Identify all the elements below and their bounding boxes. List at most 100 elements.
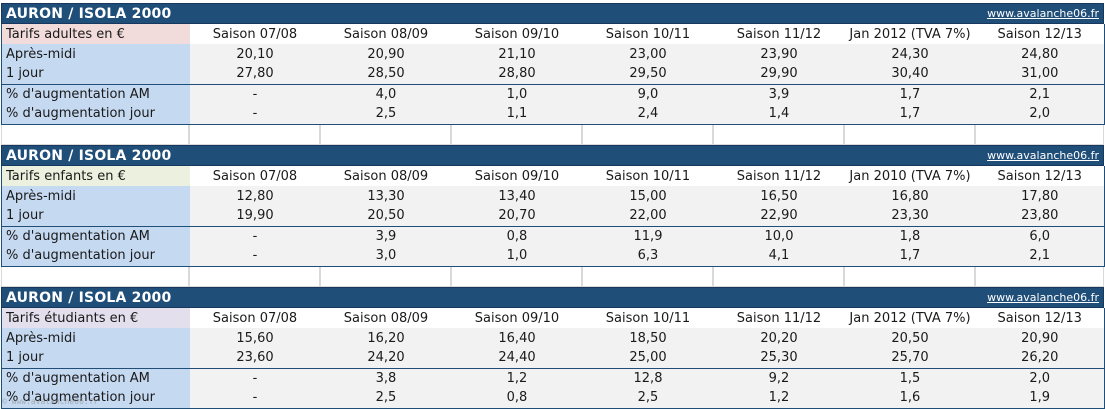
- row-label: % d'augmentation AM: [1, 367, 190, 388]
- price-cell: 1,9: [975, 388, 1105, 408]
- empty-cell: [451, 267, 582, 287]
- price-cell: 0,8: [451, 225, 583, 246]
- column-header: Saison 12/13: [975, 166, 1105, 186]
- price-cell: 12,8: [582, 367, 714, 388]
- header-row: Tarifs étudiants en € Saison 07/08 Saison …: [1, 308, 1105, 328]
- table-row: 1 jour 19,90 20,50 20,70 22,00 22,90 23,30 23,8…: [1, 206, 1105, 226]
- price-cell: 26,20: [975, 348, 1105, 368]
- price-cell: 9,0: [582, 83, 714, 104]
- row-label: Après-midi: [1, 44, 190, 64]
- column-header: Saison 12/13: [975, 24, 1105, 44]
- price-cell: -: [189, 388, 321, 408]
- price-cell: 24,30: [844, 44, 976, 64]
- price-table: Tarifs étudiants en € Saison 07/08 Saison …: [1, 308, 1105, 409]
- price-cell: 1,0: [451, 83, 583, 104]
- price-cell: 30,40: [844, 64, 976, 84]
- price-cell: 19,90: [189, 206, 321, 226]
- column-header: Jan 2012 (TVA 7%): [844, 24, 976, 44]
- price-cell: 6,3: [582, 246, 714, 266]
- row-label: Après-midi: [1, 186, 190, 206]
- price-cell: 1,5: [844, 367, 976, 388]
- row-label: % d'augmentation AM: [1, 83, 190, 104]
- column-header: Jan 2010 (TVA 7%): [844, 166, 976, 186]
- tariff-table-0: AURON / ISOLA 2000 www.avalanche06.fr Tari…: [1, 3, 1105, 125]
- price-cell: 2,1: [975, 83, 1105, 104]
- price-cell: 12,80: [189, 186, 321, 206]
- price-cell: 2,5: [582, 388, 714, 408]
- price-cell: 24,20: [320, 348, 452, 368]
- table-row: % d'augmentation jour -3,0 1,0 6,3 4,1 1,7 2,1: [1, 246, 1105, 266]
- price-cell: 20,50: [320, 206, 452, 226]
- price-cell: 1,7: [844, 104, 976, 124]
- price-cell: 2,0: [975, 367, 1105, 388]
- tariff-table-1: AURON / ISOLA 2000 www.avalanche06.fr Tari…: [1, 145, 1105, 267]
- price-cell: 29,90: [713, 64, 845, 84]
- price-cell: 23,90: [713, 44, 845, 64]
- column-header: Saison 11/12: [713, 166, 845, 186]
- price-cell: 6,0: [975, 225, 1105, 246]
- price-cell: 1,4: [713, 104, 845, 124]
- price-cell: 25,00: [582, 348, 714, 368]
- site-link[interactable]: www.avalanche06.fr: [987, 149, 1099, 162]
- price-table: Tarifs adultes en € Saison 07/08 Saison 08…: [1, 24, 1105, 125]
- price-cell: 1,0: [451, 246, 583, 266]
- price-cell: 10,0: [713, 225, 845, 246]
- price-cell: 11,9: [582, 225, 714, 246]
- column-header: Saison 10/11: [582, 308, 714, 328]
- column-header: Saison 07/08: [189, 166, 321, 186]
- price-cell: -: [189, 225, 321, 246]
- site-link[interactable]: www.avalanche06.fr: [987, 7, 1099, 20]
- spacer-row: [1, 267, 1104, 287]
- price-cell: 3,9: [320, 225, 452, 246]
- table-row: % d'augmentation jour -2,5 0,8 2,5 1,2 1,6 1,9: [1, 388, 1105, 408]
- empty-cell: [320, 125, 451, 145]
- table-title: AURON / ISOLA 2000: [6, 5, 172, 22]
- price-cell: 20,70: [451, 206, 583, 226]
- price-cell: -: [189, 83, 321, 104]
- price-cell: 20,10: [189, 44, 321, 64]
- tariff-table-2: AURON / ISOLA 2000 www.avalanche06.fr Tari…: [1, 287, 1105, 409]
- empty-cell: [1, 267, 189, 287]
- price-cell: 15,00: [582, 186, 714, 206]
- row-label: 1 jour: [1, 206, 190, 226]
- header-label: Tarifs enfants en €: [1, 166, 190, 186]
- column-header: Saison 12/13: [975, 308, 1105, 328]
- price-cell: 20,90: [320, 44, 452, 64]
- table-row: Après-midi 12,80 13,30 13,40 15,00 16,50 16,80…: [1, 186, 1105, 206]
- column-header: Saison 08/09: [320, 308, 452, 328]
- price-cell: -: [189, 246, 321, 266]
- price-cell: 13,40: [451, 186, 583, 206]
- empty-cell: [975, 125, 1104, 145]
- price-cell: -: [189, 367, 321, 388]
- price-cell: 9,2: [713, 367, 845, 388]
- table-row: % d'augmentation AM -3,8 1,2 12,8 9,2 1,5 2,0: [1, 367, 1105, 388]
- price-cell: 2,0: [975, 104, 1105, 124]
- header-label: Tarifs adultes en €: [1, 24, 190, 44]
- price-cell: 16,20: [320, 328, 452, 348]
- watermark: © www.avalanche06.fr: [2, 397, 99, 406]
- empty-cell: [189, 267, 320, 287]
- empty-cell: [1, 125, 189, 145]
- price-cell: 15,60: [189, 328, 321, 348]
- price-cell: 22,00: [582, 206, 714, 226]
- price-cell: 1,6: [844, 388, 976, 408]
- empty-cell: [320, 267, 451, 287]
- price-cell: -: [189, 104, 321, 124]
- row-label: 1 jour: [1, 64, 190, 84]
- header-row: Tarifs adultes en € Saison 07/08 Saison 08…: [1, 24, 1105, 44]
- row-label: % d'augmentation AM: [1, 225, 190, 246]
- price-table: Tarifs enfants en € Saison 07/08 Saison 08…: [1, 166, 1105, 267]
- column-header: Saison 09/10: [451, 308, 583, 328]
- price-cell: 25,70: [844, 348, 976, 368]
- column-header: Saison 07/08: [189, 308, 321, 328]
- site-link[interactable]: www.avalanche06.fr: [987, 291, 1099, 304]
- price-cell: 20,90: [975, 328, 1105, 348]
- column-header: Saison 10/11: [582, 166, 714, 186]
- table-title-bar: AURON / ISOLA 2000 www.avalanche06.fr: [1, 145, 1104, 166]
- column-header: Saison 09/10: [451, 24, 583, 44]
- row-label: 1 jour: [1, 348, 190, 368]
- table-row: Après-midi 20,10 20,90 21,10 23,00 23,90 24,30…: [1, 44, 1105, 64]
- price-cell: 2,4: [582, 104, 714, 124]
- price-cell: 3,8: [320, 367, 452, 388]
- price-cell: 23,30: [844, 206, 976, 226]
